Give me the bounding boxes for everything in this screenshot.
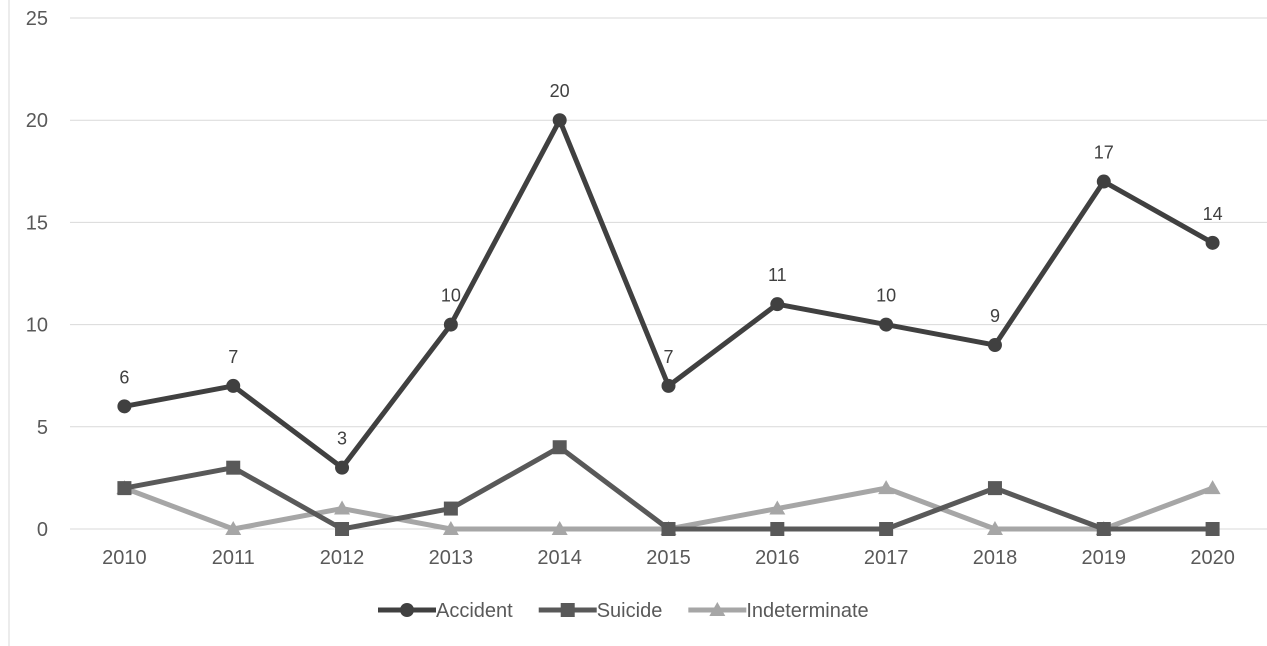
y-axis-tick-labels: 0 5 10 15 20 25: [26, 8, 48, 541]
data-point: [1096, 174, 1111, 189]
data-label: 3: [337, 429, 347, 449]
legend-label: Suicide: [597, 600, 663, 622]
data-point: [661, 378, 676, 393]
data-point: [879, 522, 894, 536]
data-label: 17: [1094, 143, 1114, 163]
legend: Accident Suicide Indeterminate: [378, 600, 869, 622]
data-point: [987, 338, 1002, 353]
data-point: [226, 378, 241, 393]
data-point: [1205, 522, 1220, 536]
x-tick-label: 2015: [646, 547, 691, 569]
series-accident: [117, 113, 1220, 475]
data-point: [552, 113, 567, 128]
data-point: [117, 481, 132, 496]
series-line: [121, 117, 1216, 471]
data-point: [1205, 235, 1220, 250]
data-point: [878, 480, 895, 495]
data-label: 20: [550, 81, 570, 101]
x-tick-label: 2010: [102, 547, 147, 569]
data-point: [552, 440, 567, 455]
data-point: [225, 521, 242, 535]
legend-marker: [400, 603, 414, 617]
data-point: [770, 522, 785, 536]
y-tick-label: 15: [26, 212, 48, 234]
data-point: [770, 297, 785, 312]
data-point: [1096, 522, 1111, 536]
x-axis-tick-labels: 2010 2011 2012 2013 2014 2015 2016 2017 2018 2019…: [102, 547, 1235, 569]
data-label: 11: [768, 265, 787, 285]
x-tick-label: 2017: [864, 547, 909, 569]
data-point: [335, 522, 350, 536]
data-point: [661, 522, 676, 536]
legend-marker: [709, 602, 726, 616]
y-tick-label: 0: [37, 519, 48, 541]
data-point: [1204, 480, 1221, 495]
legend-marker: [560, 603, 575, 617]
legend-item: Accident: [378, 600, 513, 622]
data-point: [443, 317, 458, 332]
x-tick-label: 2016: [755, 547, 800, 569]
data-label: 7: [228, 347, 238, 367]
data-point: [117, 399, 132, 414]
y-tick-label: 5: [37, 417, 48, 439]
series-layer: [116, 113, 1221, 536]
legend-item: Suicide: [538, 600, 663, 622]
data-label: 6: [119, 367, 129, 387]
data-point: [442, 521, 459, 535]
data-labels: 6 7 3 10 20 7 11 10 9 17 14: [119, 81, 1222, 448]
data-label: 10: [876, 286, 896, 306]
data-point: [334, 500, 351, 515]
x-tick-label: 2019: [1082, 547, 1127, 569]
data-label: 7: [663, 347, 673, 367]
legend-item: Indeterminate: [688, 600, 869, 622]
x-tick-label: 2011: [212, 547, 255, 569]
data-point: [226, 460, 241, 475]
legend-label: Indeterminate: [746, 600, 868, 622]
legend-label: Accident: [436, 600, 513, 622]
data-label: 14: [1203, 204, 1223, 224]
y-tick-label: 20: [26, 110, 48, 132]
data-point: [335, 460, 350, 475]
x-tick-label: 2013: [429, 547, 474, 569]
data-point: [986, 521, 1003, 535]
data-label: 9: [990, 306, 1000, 326]
data-point: [879, 317, 894, 332]
x-tick-label: 2012: [320, 547, 365, 569]
data-point: [551, 521, 568, 535]
x-tick-label: 2020: [1190, 547, 1235, 569]
data-point: [987, 481, 1002, 496]
x-tick-label: 2014: [537, 547, 582, 569]
y-tick-label: 10: [26, 315, 48, 337]
series-suicide: [117, 440, 1220, 536]
x-tick-label: 2018: [973, 547, 1018, 569]
data-label: 10: [441, 286, 461, 306]
y-tick-label: 25: [26, 8, 48, 30]
data-point: [443, 501, 458, 516]
data-point: [769, 500, 786, 515]
gridlines: [70, 17, 1267, 530]
